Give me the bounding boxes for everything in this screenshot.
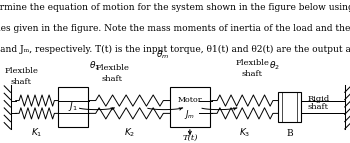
Text: Flexible: Flexible <box>235 59 269 67</box>
Text: shaft: shaft <box>241 70 262 78</box>
Text: are J₁ and Jₘ, respectively. T(t) is the input torque, θ1(t) and θ2(t) are the o: are J₁ and Jₘ, respectively. T(t) is the… <box>0 45 350 54</box>
Text: $K_3$: $K_3$ <box>239 126 251 139</box>
Text: $\theta_2$: $\theta_2$ <box>269 59 280 72</box>
Text: Motor: Motor <box>177 96 202 104</box>
Text: $J_m$: $J_m$ <box>184 108 195 121</box>
Text: variables given in the figure. Note the mass moments of inertia of the load and : variables given in the figure. Note the … <box>0 24 350 33</box>
Text: $K_2$: $K_2$ <box>124 126 135 139</box>
Text: Flexible: Flexible <box>95 64 129 72</box>
Text: shaft: shaft <box>10 78 32 86</box>
Text: T(t): T(t) <box>182 133 198 141</box>
Text: Flexible: Flexible <box>4 67 38 75</box>
Text: B: B <box>286 129 293 138</box>
Text: Rigid: Rigid <box>307 95 330 103</box>
Bar <box>170 87 210 127</box>
Text: $J_1$: $J_1$ <box>68 101 77 113</box>
Bar <box>278 92 301 122</box>
Text: shaft: shaft <box>307 103 328 111</box>
Bar <box>58 87 88 127</box>
Text: shaft: shaft <box>102 75 122 83</box>
Text: $K_1$: $K_1$ <box>31 126 42 139</box>
Text: Determine the equation of motion for the system shown in the figure below using : Determine the equation of motion for the… <box>0 3 350 12</box>
Text: $\theta_1$: $\theta_1$ <box>89 59 100 72</box>
Text: $\theta_m$: $\theta_m$ <box>156 48 169 60</box>
